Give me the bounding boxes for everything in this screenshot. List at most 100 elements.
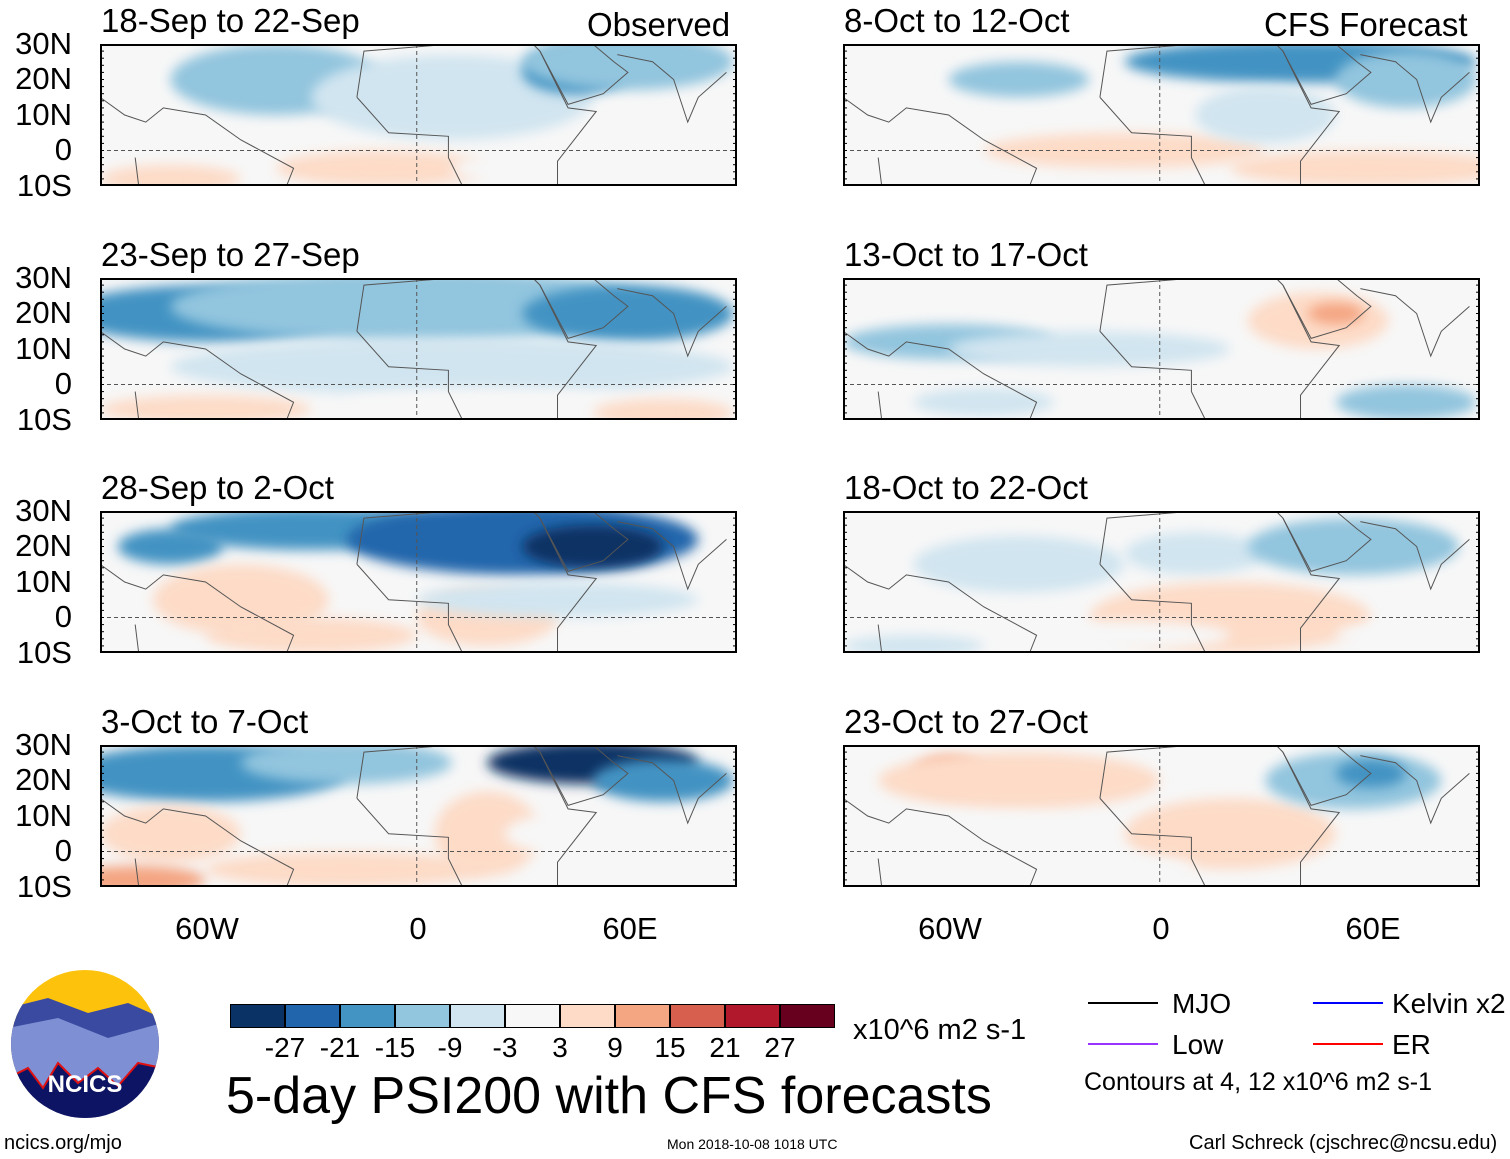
anomaly-region	[592, 759, 734, 802]
colorbar-swatch	[505, 1004, 560, 1028]
map-panel	[100, 511, 737, 653]
panel-title: 23-Oct to 27-Oct	[844, 703, 1088, 740]
legend-label-low: Low	[1172, 1029, 1224, 1060]
anomaly-region	[346, 388, 628, 417]
ncics-logo: NCICS	[11, 970, 159, 1118]
colorbar-label: -9	[437, 1032, 463, 1063]
anomaly-region	[240, 745, 452, 785]
legend-label-mjo: MJO	[1172, 988, 1232, 1019]
colorbar-swatch	[615, 1004, 670, 1028]
anomaly-region	[878, 816, 1090, 852]
anomaly-region	[1335, 384, 1477, 420]
lat-label: 0	[54, 833, 72, 868]
lat-label: 10S	[16, 402, 72, 437]
footer-author: Carl Schreck (cjschrec@ncsu.edu)	[1189, 1132, 1498, 1154]
panel-title: 3-Oct to 7-Oct	[101, 703, 309, 740]
anomaly-region	[913, 388, 1055, 417]
colorbar-label: -21	[319, 1032, 361, 1063]
legend-line-low	[1088, 1043, 1158, 1045]
panel-title: 13-Oct to 17-Oct	[844, 236, 1088, 273]
colorbar-swatch	[725, 1004, 780, 1028]
anomaly-region	[1335, 621, 1477, 650]
panel-title: 8-Oct to 12-Oct	[844, 2, 1070, 39]
anomaly-region	[522, 525, 664, 568]
coastlines	[843, 278, 1470, 420]
anomaly-region	[100, 395, 312, 420]
anomaly-region	[592, 398, 734, 420]
map-panel	[100, 745, 737, 887]
lat-label: 10S	[16, 869, 72, 904]
colorbar-swatch	[450, 1004, 505, 1028]
lat-label: 0	[54, 599, 72, 634]
contour-note: Contours at 4, 12 x10^6 m2 s-1	[1084, 1068, 1433, 1096]
anomaly-region	[948, 331, 1231, 367]
footer-timestamp: Mon 2018-10-08 1018 UTC	[667, 1136, 838, 1152]
svg-text:NCICS: NCICS	[48, 1071, 123, 1098]
lat-label: 20N	[15, 61, 72, 96]
anomaly-region	[913, 535, 1125, 593]
lat-label: 0	[54, 366, 72, 401]
legend-label-kelvin: Kelvin x2	[1392, 988, 1506, 1019]
anomaly-region	[275, 150, 488, 186]
coastlines	[100, 745, 727, 887]
lon-label: 0	[1152, 911, 1170, 946]
map-panel	[843, 278, 1480, 420]
anomaly-region	[117, 528, 224, 565]
lat-label: 10N	[15, 97, 72, 132]
anomaly-region	[878, 752, 1160, 809]
anomaly-region	[1335, 51, 1477, 108]
colorbar-swatch	[780, 1004, 835, 1028]
lat-label: 20N	[15, 528, 72, 563]
colorbar-swatch	[670, 1004, 725, 1028]
colorbar-swatch	[560, 1004, 615, 1028]
map-panel	[843, 44, 1480, 186]
lat-label: 10S	[16, 168, 72, 203]
anomaly-region	[522, 285, 734, 342]
map-panel	[100, 278, 737, 420]
anomaly-region	[416, 582, 699, 618]
anomaly-region	[843, 635, 984, 653]
lon-label: 60E	[1345, 911, 1401, 946]
anomaly-region	[948, 388, 1371, 417]
lat-label: 30N	[15, 493, 72, 528]
footer-url[interactable]: ncics.org/mjo	[4, 1132, 122, 1154]
anomaly-region	[948, 61, 1090, 98]
panel-title: 18-Sep to 22-Sep	[101, 2, 360, 39]
panel-title: 23-Sep to 27-Sep	[101, 236, 360, 273]
coastlines	[100, 44, 727, 186]
anomaly-region	[1018, 621, 1231, 650]
anomaly-region	[1124, 798, 1336, 870]
anomaly-region	[504, 812, 646, 856]
coastlines	[100, 278, 727, 420]
colorbar-label: -27	[264, 1032, 306, 1063]
lat-label: 20N	[15, 295, 72, 330]
colorbar-swatch	[395, 1004, 450, 1028]
anomaly-region	[434, 791, 540, 877]
lat-label: 30N	[15, 26, 72, 61]
panel-title: 28-Sep to 2-Oct	[101, 469, 334, 506]
anomaly-region	[100, 865, 206, 887]
map-panel	[843, 511, 1480, 653]
lat-label: 10S	[16, 635, 72, 670]
lon-label: 60E	[602, 911, 658, 946]
anomaly-region	[522, 44, 734, 91]
colorbar-label: 21	[709, 1032, 741, 1063]
lat-label: 30N	[15, 260, 72, 295]
legend-line-er	[1313, 1043, 1383, 1045]
colorbar-label: 3	[552, 1032, 568, 1063]
lat-label: 10N	[15, 331, 72, 366]
map-panel	[100, 44, 737, 186]
legend-label-er: ER	[1392, 1029, 1431, 1060]
colorbar-label: -3	[492, 1032, 518, 1063]
colorbar-label: 9	[607, 1032, 623, 1063]
legend-line-mjo	[1088, 1002, 1158, 1004]
colorbar-label: 27	[764, 1032, 796, 1063]
anomaly-region	[311, 54, 593, 140]
anomaly-region	[170, 338, 734, 396]
coastlines	[843, 745, 1470, 887]
anomaly-region	[1230, 150, 1480, 186]
lat-label: 30N	[15, 727, 72, 762]
legend-line-kelvin	[1313, 1002, 1383, 1004]
anomaly-region	[1247, 518, 1459, 575]
map-panel	[843, 745, 1480, 887]
